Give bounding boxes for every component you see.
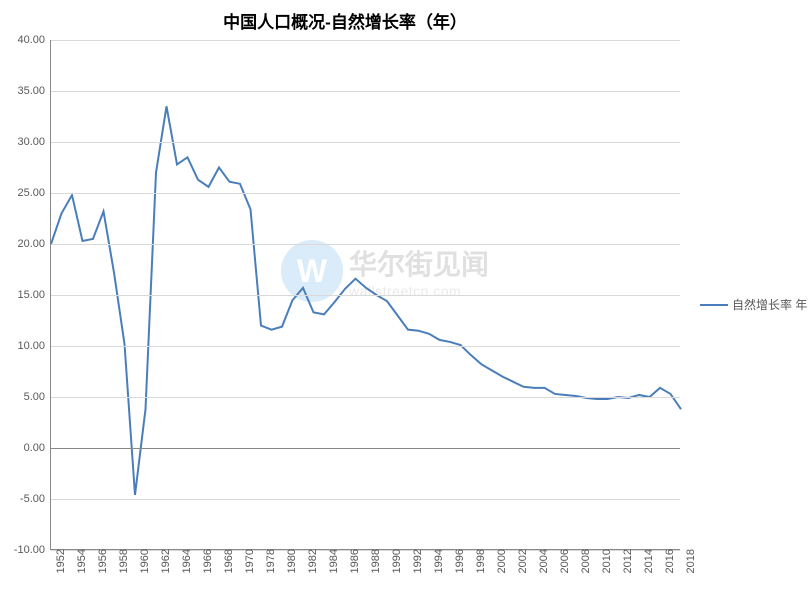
xtick-label: 1966 bbox=[198, 549, 214, 573]
gridline bbox=[51, 397, 680, 398]
ytick-label: 0.00 bbox=[24, 442, 51, 454]
plot-area: W 华尔街见闻 wallstreetcn.com -10.00-5.000.00… bbox=[50, 40, 680, 550]
xtick-label: 1984 bbox=[324, 549, 340, 573]
xtick-label: 1956 bbox=[93, 549, 109, 573]
xtick-label: 1962 bbox=[156, 549, 172, 573]
xtick-label: 1988 bbox=[366, 549, 382, 573]
xtick-label: 1952 bbox=[51, 549, 67, 573]
xtick-label: 1994 bbox=[429, 549, 445, 573]
gridline bbox=[51, 499, 680, 500]
xtick-label: 2000 bbox=[492, 549, 508, 573]
gridline bbox=[51, 346, 680, 347]
xtick-label: 2002 bbox=[513, 549, 529, 573]
xtick-label: 1998 bbox=[471, 549, 487, 573]
xtick-label: 1980 bbox=[282, 549, 298, 573]
xtick-label: 1958 bbox=[114, 549, 130, 573]
ytick-label: 5.00 bbox=[24, 391, 51, 403]
gridline bbox=[51, 40, 680, 41]
ytick-label: 25.00 bbox=[17, 187, 51, 199]
xtick-label: 1960 bbox=[135, 549, 151, 573]
legend-label: 自然增长率 年 bbox=[732, 296, 807, 313]
chart-container: 中国人口概况-自然增长率（年） W 华尔街见闻 wallstreetcn.com… bbox=[0, 0, 810, 599]
gridline bbox=[51, 448, 680, 449]
series-line bbox=[51, 106, 681, 495]
ytick-label: -10.00 bbox=[14, 544, 51, 556]
ytick-label: 10.00 bbox=[17, 340, 51, 352]
ytick-label: 30.00 bbox=[17, 136, 51, 148]
ytick-label: 35.00 bbox=[17, 85, 51, 97]
xtick-label: 1970 bbox=[240, 549, 256, 573]
xtick-label: 2004 bbox=[534, 549, 550, 573]
xtick-label: 2012 bbox=[618, 549, 634, 573]
gridline bbox=[51, 244, 680, 245]
xtick-label: 1964 bbox=[177, 549, 193, 573]
xtick-label: 2010 bbox=[597, 549, 613, 573]
chart-title: 中国人口概况-自然增长率（年） bbox=[0, 8, 690, 33]
xtick-label: 1978 bbox=[261, 549, 277, 573]
legend: 自然增长率 年 bbox=[700, 296, 807, 313]
xtick-label: 1954 bbox=[72, 549, 88, 573]
xtick-label: 2014 bbox=[639, 549, 655, 573]
xtick-label: 1990 bbox=[387, 549, 403, 573]
xtick-label: 2018 bbox=[681, 549, 697, 573]
ytick-label: 40.00 bbox=[17, 34, 51, 46]
xtick-label: 1996 bbox=[450, 549, 466, 573]
xtick-label: 1968 bbox=[219, 549, 235, 573]
xtick-label: 2008 bbox=[576, 549, 592, 573]
gridline bbox=[51, 193, 680, 194]
xtick-label: 1986 bbox=[345, 549, 361, 573]
xtick-label: 2016 bbox=[660, 549, 676, 573]
ytick-label: 15.00 bbox=[17, 289, 51, 301]
xtick-label: 2006 bbox=[555, 549, 571, 573]
gridline bbox=[51, 295, 680, 296]
ytick-label: -5.00 bbox=[20, 493, 51, 505]
legend-line-icon bbox=[700, 304, 728, 306]
ytick-label: 20.00 bbox=[17, 238, 51, 250]
xtick-label: 1992 bbox=[408, 549, 424, 573]
gridline bbox=[51, 91, 680, 92]
xtick-label: 1982 bbox=[303, 549, 319, 573]
gridline bbox=[51, 142, 680, 143]
